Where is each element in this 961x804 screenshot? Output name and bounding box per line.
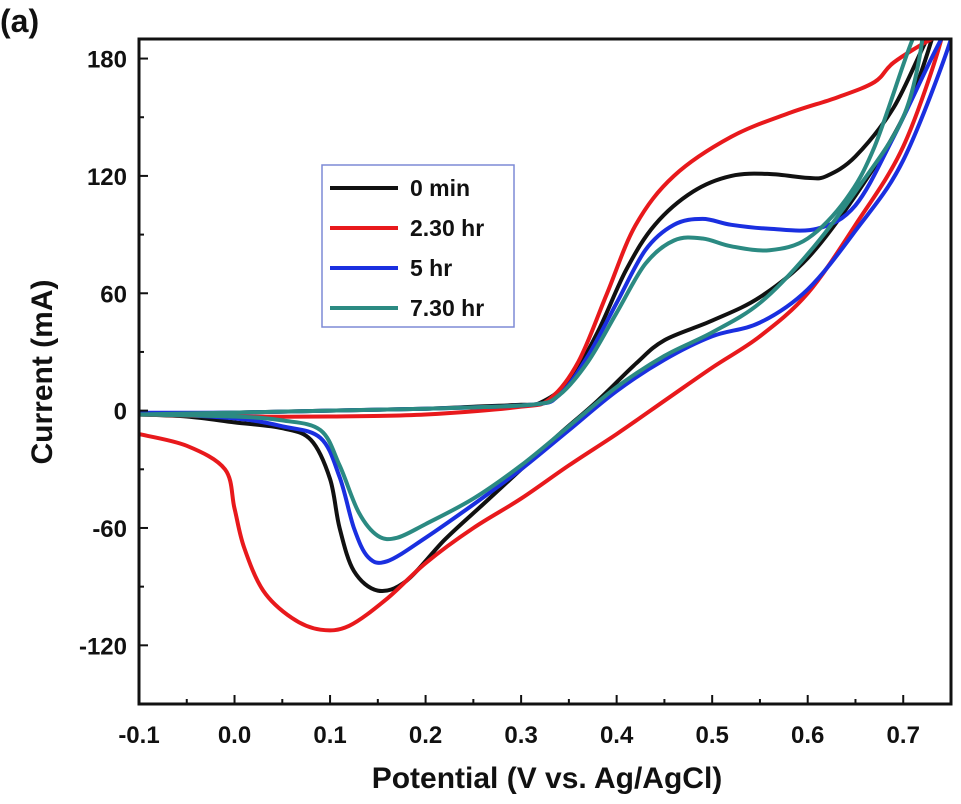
plot-frame [137, 37, 953, 706]
legend-label-1: 2.30 hr [410, 215, 484, 241]
legend: 0 min 2.30 hr 5 hr 7.30 hr [321, 164, 515, 328]
legend-label-2: 5 hr [410, 255, 452, 281]
series-line-3 [139, 39, 925, 542]
x-tick-label: 0.4 [600, 722, 634, 749]
y-axis-ticks: -120 -60 0 60 120 180 [79, 47, 148, 705]
legend-box [321, 164, 515, 328]
legend-label-0: 0 min [410, 175, 470, 201]
y-tick-label: -60 [92, 516, 127, 543]
y-tick-label: 120 [87, 164, 127, 191]
series-line-1 [139, 39, 944, 633]
x-axis-ticks: -0.1 0.0 0.1 0.2 0.3 0.4 0.5 0.6 0.7 [118, 695, 952, 749]
x-tick-label: 0.5 [695, 722, 728, 749]
x-tick-label: 0.7 [887, 722, 920, 749]
y-tick-label: 0 [114, 399, 127, 426]
y-axis-title: Current (mA) [26, 280, 59, 465]
x-tick-label: 0.1 [313, 722, 346, 749]
x-tick-label: 0.6 [791, 722, 824, 749]
x-tick-label: 0.2 [409, 722, 442, 749]
y-tick-label: -120 [79, 633, 127, 660]
series-layer [139, 39, 951, 633]
legend-label-3: 7.30 hr [410, 295, 484, 321]
panel-label: (a) [0, 3, 39, 39]
y-tick-label: 60 [100, 281, 127, 308]
y-tick-label: 180 [87, 47, 127, 74]
x-tick-label: 0.3 [504, 722, 537, 749]
x-axis-title: Potential (V vs. Ag/AgCl) [372, 762, 723, 795]
x-tick-label: -0.1 [118, 722, 159, 749]
series-line-0 [139, 39, 934, 593]
x-tick-label: 0.0 [218, 722, 251, 749]
